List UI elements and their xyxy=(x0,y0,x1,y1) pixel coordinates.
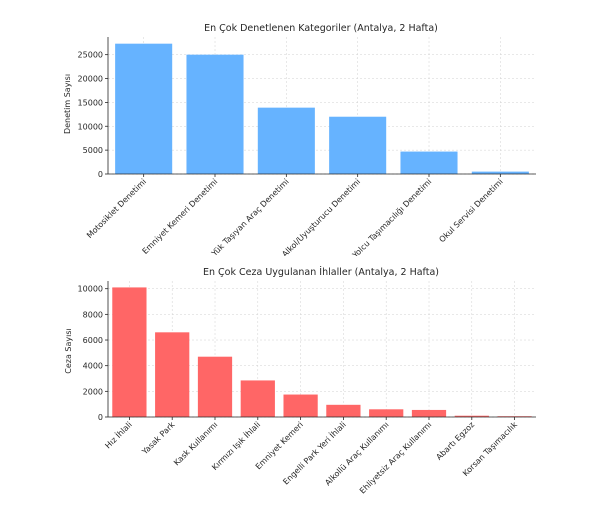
bar xyxy=(283,394,318,417)
y-tick-label: 15000 xyxy=(78,98,103,107)
x-tick-label: Yük Taşıyan Araç Denetimi xyxy=(209,177,291,256)
y-tick-label: 4000 xyxy=(83,362,103,371)
y-tick-label: 10000 xyxy=(78,122,103,131)
x-tick-label: Yolcu Taşımacılığı Denetimi xyxy=(350,177,433,256)
bar xyxy=(329,116,387,174)
bar xyxy=(454,415,489,417)
y-tick-label: 8000 xyxy=(83,310,103,319)
x-tick-label: Kask Kullanımı xyxy=(172,420,219,467)
y-tick-label: 0 xyxy=(98,413,103,422)
x-tick-label: Motosiklet Denetimi xyxy=(85,177,148,240)
x-tick-label: Alkol/Uyuşturucu Denetimi xyxy=(280,177,362,256)
x-tick-label: Okul Servisi Denetimi xyxy=(437,177,504,244)
bar xyxy=(155,332,190,417)
x-tick-label: Abartı Egzoz xyxy=(434,420,476,462)
y-tick-label: 20000 xyxy=(78,75,103,84)
bars-layer xyxy=(112,287,532,417)
y-axis-label: Ceza Sayısı xyxy=(64,328,73,373)
y-tick-label: 5000 xyxy=(83,146,103,155)
y-tick-label: 10000 xyxy=(78,285,103,294)
bar xyxy=(326,404,361,417)
x-tick-label: Emniyet Kemeri Denetimi xyxy=(141,177,220,256)
bar xyxy=(197,356,233,417)
bar xyxy=(257,107,315,174)
bars-layer xyxy=(115,43,529,175)
chart-denetim: En Çok Denetlenen Kategoriler (Antalya, … xyxy=(63,23,536,256)
chart-title: En Çok Denetlenen Kategoriler (Antalya, … xyxy=(204,23,438,34)
chart-title: En Çok Ceza Uygulanan İhlaller (Antalya,… xyxy=(203,267,439,278)
bar xyxy=(471,171,529,174)
y-tick-label: 25000 xyxy=(78,51,103,60)
y-axis-label: Denetim Sayısı xyxy=(63,74,72,134)
bar xyxy=(240,380,275,417)
bar xyxy=(112,287,147,417)
x-tick-label: Yasak Park xyxy=(140,420,177,457)
x-tick-label: Hız İhlali xyxy=(103,419,134,450)
y-tick-label: 2000 xyxy=(83,387,103,396)
bar xyxy=(115,43,173,175)
bar xyxy=(411,409,447,417)
bar xyxy=(369,409,404,417)
chart-ceza: En Çok Ceza Uygulanan İhlaller (Antalya,… xyxy=(64,267,536,495)
y-tick-label: 0 xyxy=(98,170,103,179)
bar xyxy=(400,151,458,174)
bar xyxy=(186,54,244,175)
y-tick-label: 6000 xyxy=(83,336,103,345)
x-tick-label: Ehliyetsiz Araç Kullanımı xyxy=(358,420,433,495)
